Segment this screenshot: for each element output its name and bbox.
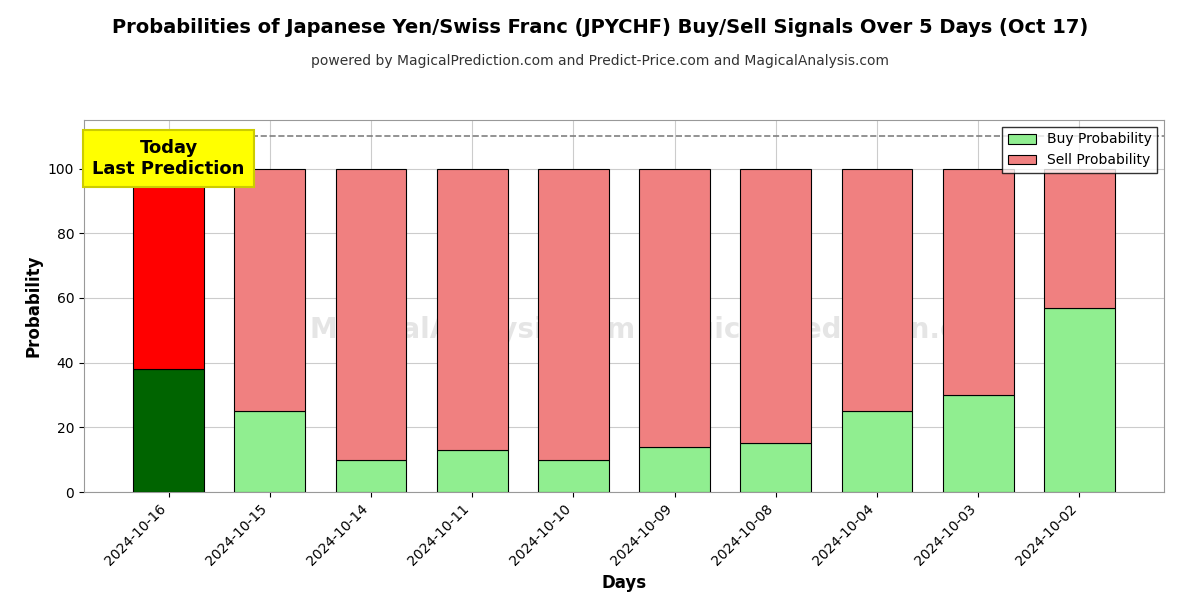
Bar xyxy=(1044,308,1115,492)
Legend: Buy Probability, Sell Probability: Buy Probability, Sell Probability xyxy=(1002,127,1157,173)
Bar xyxy=(841,411,912,492)
Bar xyxy=(336,169,407,460)
Bar xyxy=(336,460,407,492)
Bar xyxy=(841,169,912,411)
Text: MagicalAnalysis.com: MagicalAnalysis.com xyxy=(310,316,635,344)
Bar xyxy=(437,169,508,450)
Bar xyxy=(640,169,710,447)
Bar xyxy=(740,169,811,443)
Bar xyxy=(943,395,1014,492)
Text: Probabilities of Japanese Yen/Swiss Franc (JPYCHF) Buy/Sell Signals Over 5 Days : Probabilities of Japanese Yen/Swiss Fran… xyxy=(112,18,1088,37)
X-axis label: Days: Days xyxy=(601,574,647,592)
Bar xyxy=(437,450,508,492)
Text: Today
Last Prediction: Today Last Prediction xyxy=(92,139,245,178)
Bar xyxy=(943,169,1014,395)
Bar xyxy=(538,169,608,460)
Bar xyxy=(740,443,811,492)
Bar xyxy=(234,169,305,411)
Text: powered by MagicalPrediction.com and Predict-Price.com and MagicalAnalysis.com: powered by MagicalPrediction.com and Pre… xyxy=(311,54,889,68)
Text: MagicalPrediction.com: MagicalPrediction.com xyxy=(648,316,1004,344)
Y-axis label: Probability: Probability xyxy=(24,255,42,357)
Bar xyxy=(640,447,710,492)
Bar xyxy=(1044,169,1115,308)
Bar xyxy=(133,169,204,369)
Bar xyxy=(133,369,204,492)
Bar xyxy=(538,460,608,492)
Bar xyxy=(234,411,305,492)
